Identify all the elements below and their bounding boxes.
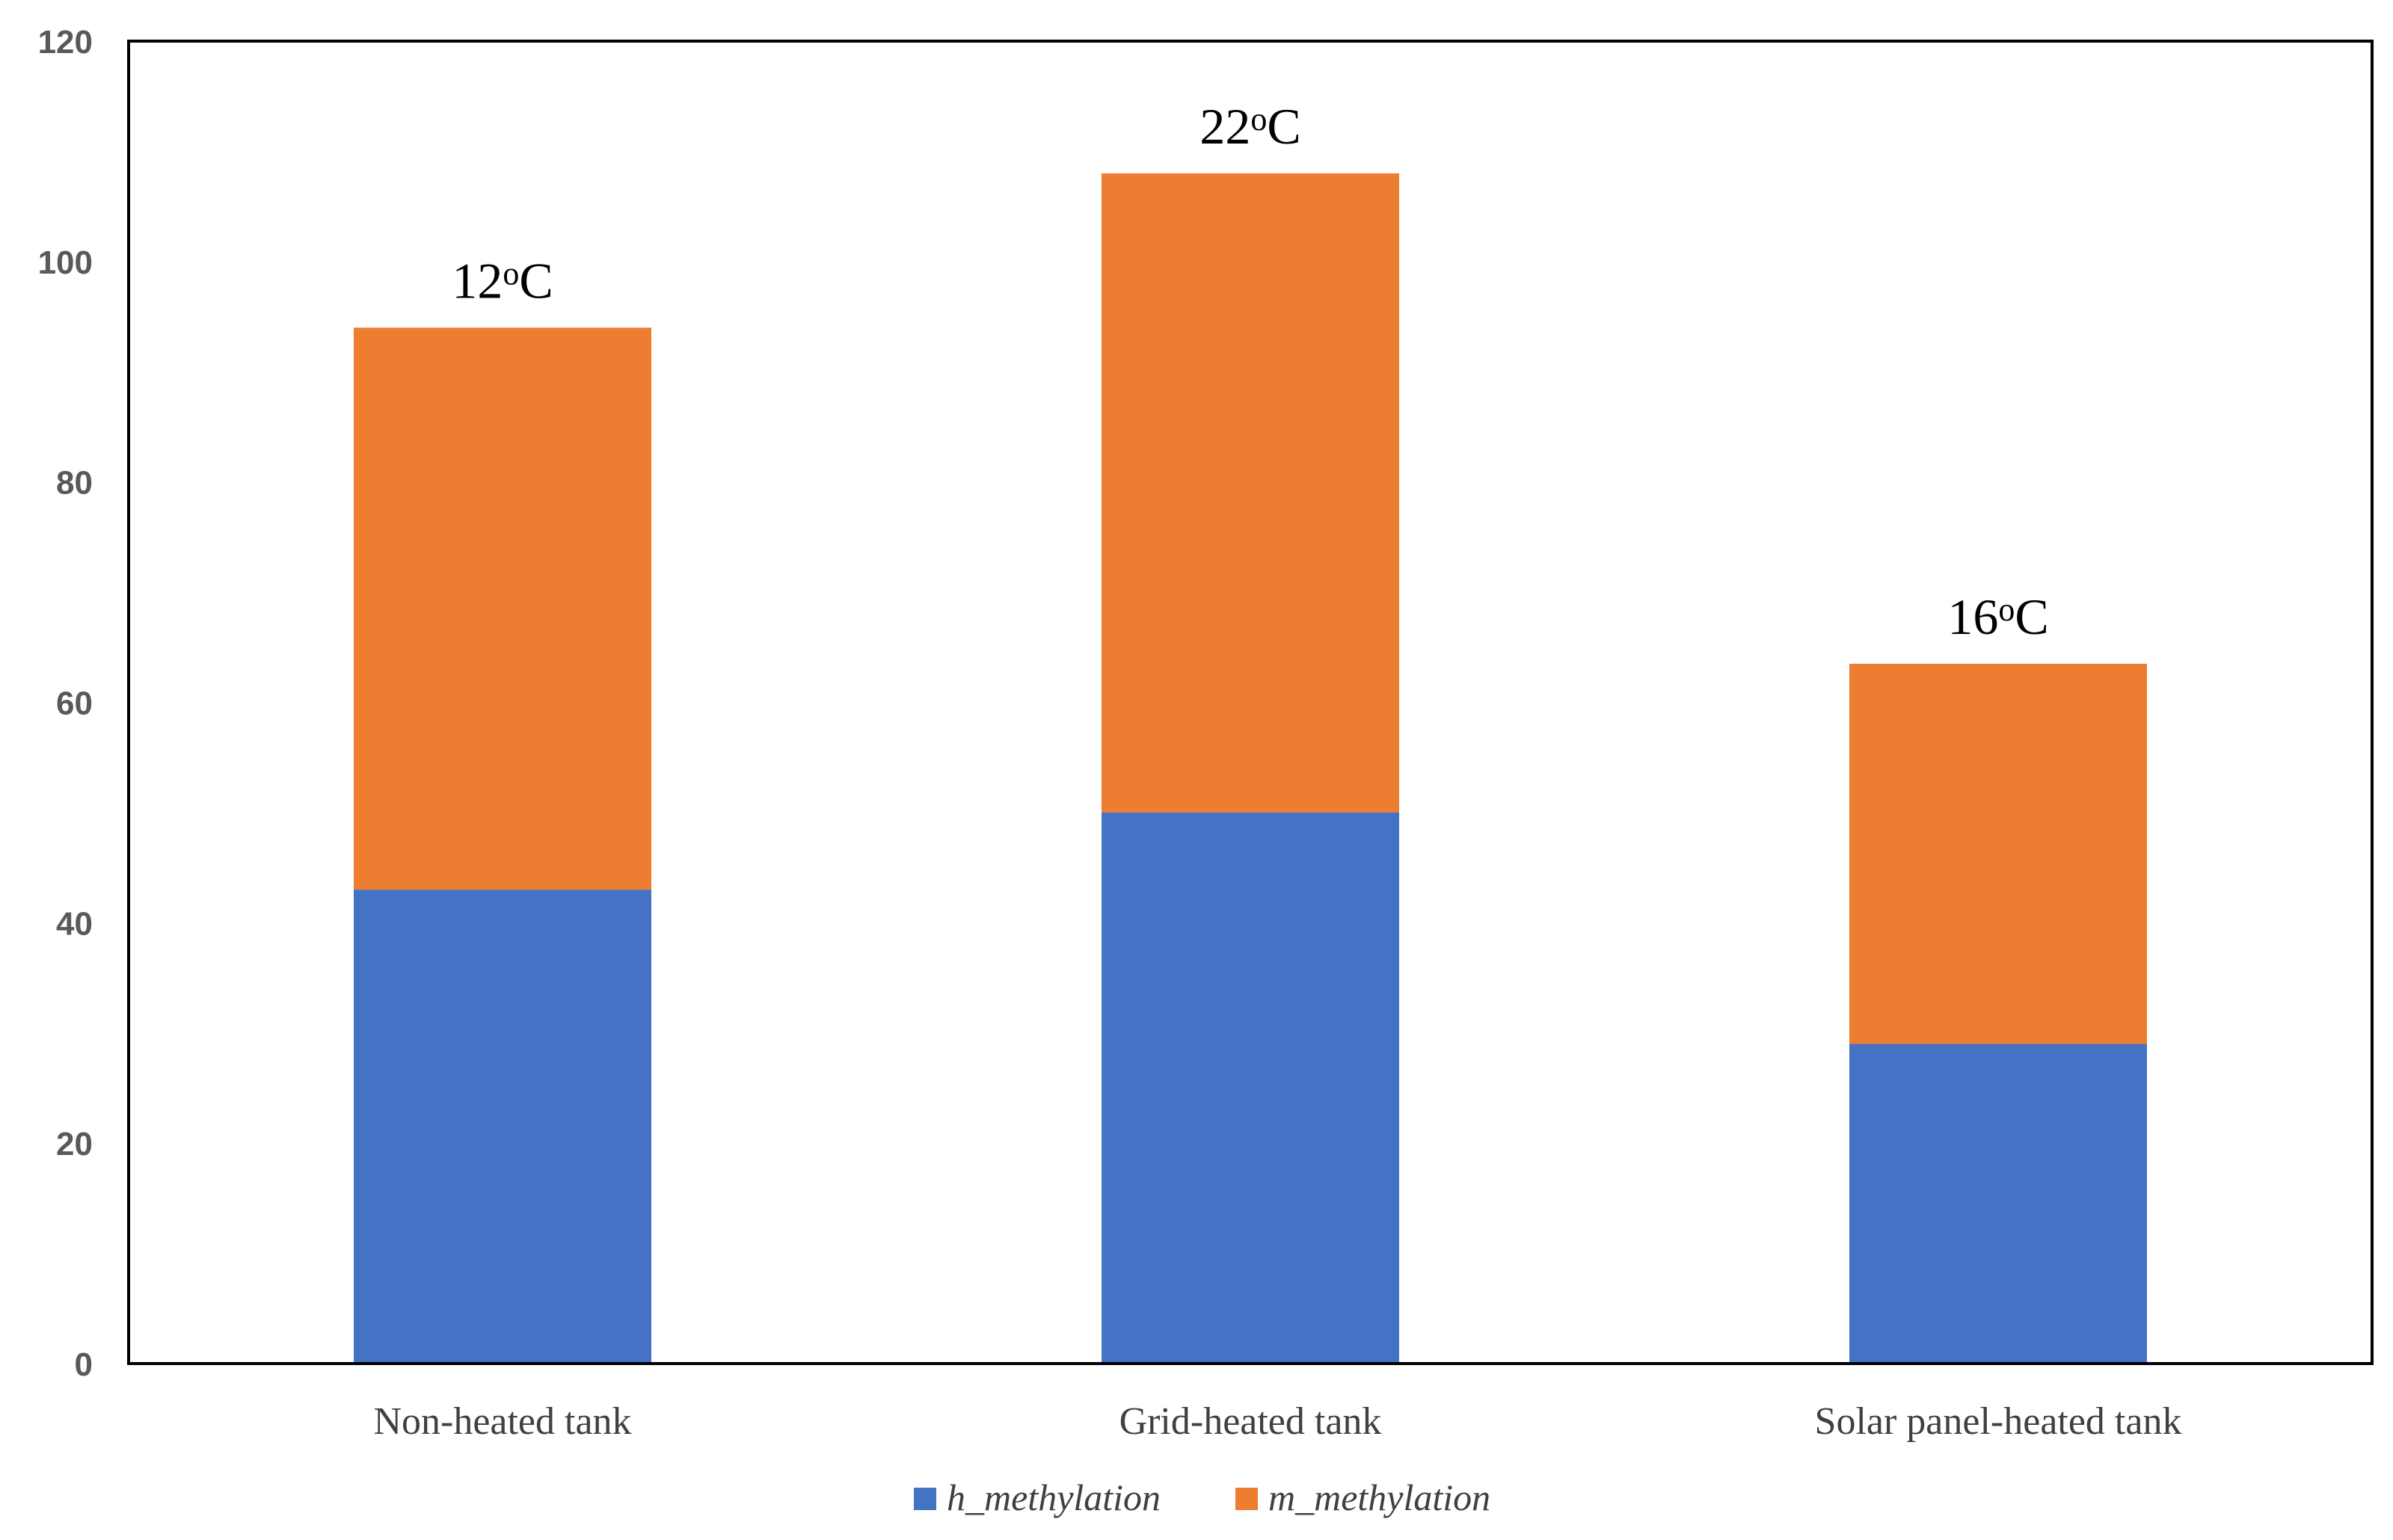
annotation-unit: C — [1267, 98, 1300, 155]
bar-segment-h-methylation-2 — [1102, 812, 1399, 1364]
annotation-degree-sign: o — [1250, 101, 1267, 138]
y-tick-label: 100 — [38, 244, 93, 281]
annotation-unit: C — [519, 252, 553, 309]
bar-segment-h-methylation-3 — [1849, 1044, 2147, 1364]
bars-layer — [354, 173, 2147, 1364]
y-tick-label: 20 — [56, 1126, 93, 1162]
legend-swatch-m-methylation — [1235, 1488, 1258, 1510]
annotation-unit: C — [2015, 588, 2048, 645]
bar-segment-m-methylation-3 — [1849, 663, 2147, 1044]
bar-segment-h-methylation-1 — [354, 890, 651, 1364]
annotation-degree-sign: o — [1998, 591, 2015, 628]
y-tick-label: 80 — [56, 465, 93, 502]
plot-area-frame — [127, 40, 2374, 1365]
x-category-label-2: Grid-heated tank — [1119, 1400, 1382, 1443]
annotation-value: 22 — [1199, 98, 1250, 155]
legend: h_methylation m_methylation — [914, 1476, 1490, 1518]
annotation-degree-sign: o — [503, 255, 519, 292]
y-tick-label: 40 — [56, 905, 93, 942]
bar-segment-m-methylation-2 — [1102, 173, 1399, 813]
x-axis-category-labels: Non-heated tank Grid-heated tank Solar pan… — [373, 1400, 2181, 1443]
x-category-label-3: Solar panel-heated tank — [1815, 1400, 2182, 1443]
y-axis-ticks: 0 20 40 60 80 100 120 — [38, 24, 93, 1383]
y-tick-label: 60 — [56, 686, 93, 722]
annotation-value: 12 — [452, 252, 503, 309]
bar-annotation-1: 12oC — [452, 252, 553, 309]
y-tick-label: 120 — [38, 24, 93, 61]
y-tick-label: 0 — [75, 1346, 93, 1383]
bar-annotation-2: 22oC — [1199, 98, 1300, 155]
legend-label-m-methylation: m_methylation — [1268, 1476, 1490, 1518]
x-category-label-1: Non-heated tank — [373, 1400, 631, 1443]
legend-swatch-h-methylation — [914, 1488, 936, 1510]
bar-annotation-3: 16oC — [1947, 588, 2048, 645]
annotation-value: 16 — [1947, 588, 1998, 645]
bar-segment-m-methylation-1 — [354, 327, 651, 890]
legend-label-h-methylation: h_methylation — [947, 1476, 1161, 1518]
